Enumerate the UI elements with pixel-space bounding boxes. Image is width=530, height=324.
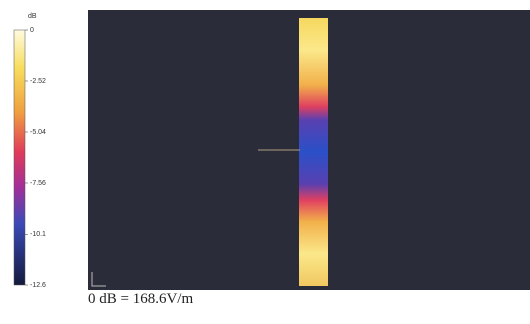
colorbar (13, 29, 26, 286)
colorbar-unit: dB (28, 13, 37, 20)
colorbar-tick-label: 0 (30, 27, 34, 34)
colorbar-tick-label: -2.52 (30, 78, 46, 85)
caption: 0 dB = 168.6V/m (88, 291, 194, 307)
colorbar-tick-label: -5.04 (30, 129, 46, 136)
corner-marker (91, 272, 106, 287)
colorbar-tick-label: -7.56 (30, 180, 46, 187)
colorbar-tick-label: -10.1 (30, 231, 46, 238)
colorbar-tick-label: -12.6 (30, 282, 46, 289)
field-strip (299, 18, 328, 286)
